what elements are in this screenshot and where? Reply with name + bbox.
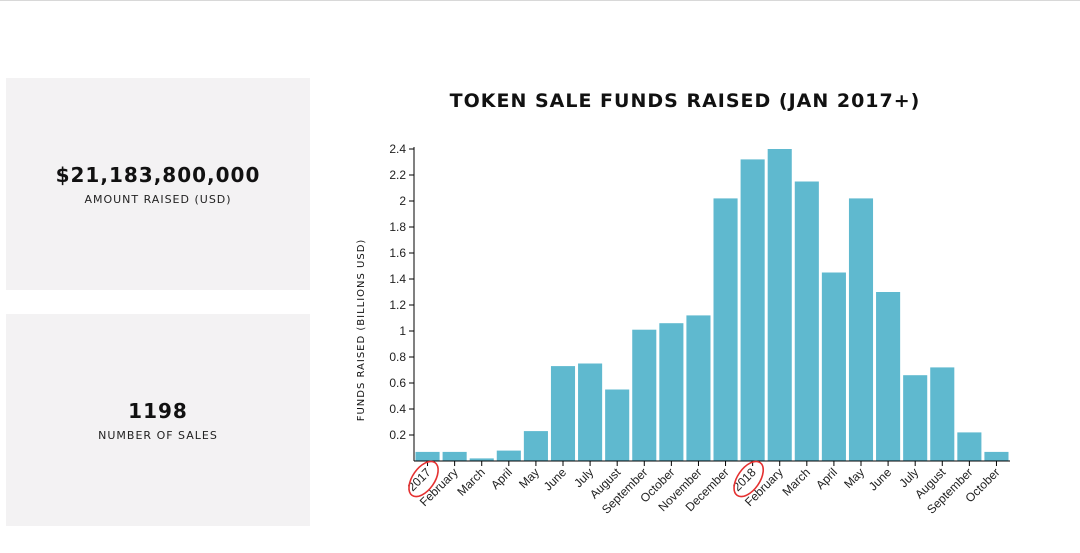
bar: [686, 315, 711, 461]
number-of-sales-card: 1198 NUMBER OF SALES: [6, 314, 310, 526]
bar: [848, 198, 874, 461]
x-tick-label: June: [866, 465, 895, 494]
x-tick-label: June: [541, 465, 570, 494]
amount-raised-label: AMOUNT RAISED (USD): [84, 192, 232, 206]
bar: [523, 431, 548, 461]
bar: [957, 432, 982, 461]
x-tick-label: March: [454, 465, 487, 498]
bars-group: [415, 149, 1009, 461]
y-tick-label: 1.2: [389, 298, 406, 312]
y-tick-label: 0.4: [389, 402, 406, 416]
chart-title: TOKEN SALE FUNDS RAISED (JAN 2017+): [449, 90, 921, 112]
bar: [984, 451, 1009, 461]
top-divider: [0, 0, 1080, 1]
bar: [903, 375, 928, 461]
x-tick-label: March: [779, 465, 812, 498]
y-tick-label: 1: [399, 324, 406, 338]
bar: [659, 323, 684, 461]
bar: [767, 149, 792, 461]
bar: [821, 272, 846, 461]
y-tick-label: 1.4: [389, 272, 406, 286]
bar: [713, 198, 738, 461]
y-tick-label: 1.8: [389, 220, 406, 234]
bar: [442, 451, 467, 461]
circle-annotation: [733, 460, 765, 498]
y-tick-label: 0.8: [389, 350, 406, 364]
y-tick-label: 0.2: [389, 428, 406, 442]
amount-raised-value: $21,183,800,000: [55, 162, 261, 187]
bar: [469, 458, 494, 461]
bar: [605, 389, 630, 461]
annotations-group: [408, 460, 765, 498]
bar: [930, 367, 955, 461]
x-tick-label: April: [488, 465, 515, 492]
bar: [496, 450, 521, 461]
y-tick-label: 1.6: [389, 246, 406, 260]
y-tick-label: 2.4: [389, 142, 406, 156]
bar: [632, 329, 657, 461]
y-tick-label: 0.6: [389, 376, 406, 390]
bar: [876, 292, 901, 461]
y-tick-label: 2.2: [389, 168, 406, 182]
bar: [578, 363, 603, 461]
x-tick-label: May: [516, 465, 542, 491]
number-of-sales-label: NUMBER OF SALES: [98, 428, 218, 442]
number-of-sales-value: 1198: [128, 398, 188, 423]
bar: [794, 181, 819, 461]
y-tick-label: 2: [399, 194, 406, 208]
x-tick-label: April: [813, 465, 840, 492]
amount-raised-card: $21,183,800,000 AMOUNT RAISED (USD): [6, 78, 310, 290]
bar: [740, 159, 765, 461]
funds-raised-bar-chart: FUNDS RAISED (BILLIONS USD) 0.2 0.4 0.6 0.8…: [356, 142, 1010, 517]
bar: [415, 451, 440, 461]
bar: [550, 366, 576, 461]
x-tick-label: May: [841, 465, 867, 491]
circle-annotation: [408, 460, 439, 498]
y-axis-label: FUNDS RAISED (BILLIONS USD): [356, 239, 367, 422]
